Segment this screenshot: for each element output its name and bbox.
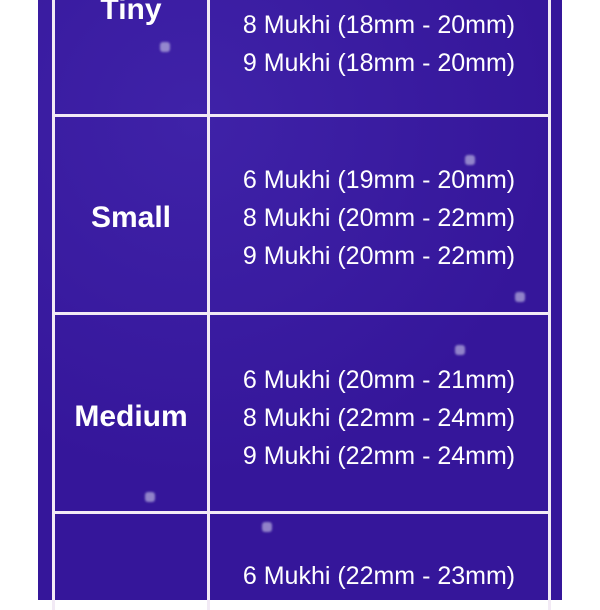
background-speck [455, 345, 465, 355]
size-chart-panel [38, 0, 562, 600]
size-list-small: 6 Mukhi (19mm - 20mm) 8 Mukhi (20mm - 22… [210, 161, 548, 275]
background-speck [145, 492, 155, 502]
row-divider [52, 114, 551, 117]
size-list-tiny: 8 Mukhi (18mm - 20mm) 9 Mukhi (18mm - 20… [210, 6, 548, 82]
table-divider [207, 0, 210, 610]
size-line: 8 Mukhi (18mm - 20mm) [242, 11, 516, 39]
row-divider [52, 312, 551, 315]
size-line: 9 Mukhi (22mm - 24mm) [242, 442, 516, 470]
background-speck [160, 42, 170, 52]
size-list-medium: 6 Mukhi (20mm - 21mm) 8 Mukhi (22mm - 24… [210, 361, 548, 475]
size-line: 8 Mukhi (20mm - 22mm) [242, 204, 516, 232]
size-label-small: Small [90, 201, 172, 234]
size-label-medium: Medium [74, 400, 188, 433]
size-line: 6 Mukhi (20mm - 21mm) [242, 366, 516, 394]
size-line: 9 Mukhi (20mm - 22mm) [242, 242, 516, 270]
background-speck [262, 522, 272, 532]
background-speck [515, 292, 525, 302]
size-list-next: 6 Mukhi (22mm - 23mm) [210, 557, 548, 595]
size-line: 9 Mukhi (18mm - 20mm) [242, 49, 516, 77]
background-speck [465, 155, 475, 165]
table-border-right [548, 0, 551, 610]
size-label-tiny: Tiny [100, 0, 162, 26]
table-border-left [52, 0, 55, 610]
size-line: 6 Mukhi (22mm - 23mm) [242, 562, 516, 590]
row-divider [52, 511, 551, 514]
size-line: 8 Mukhi (22mm - 24mm) [242, 404, 516, 432]
size-line: 6 Mukhi (19mm - 20mm) [242, 166, 516, 194]
